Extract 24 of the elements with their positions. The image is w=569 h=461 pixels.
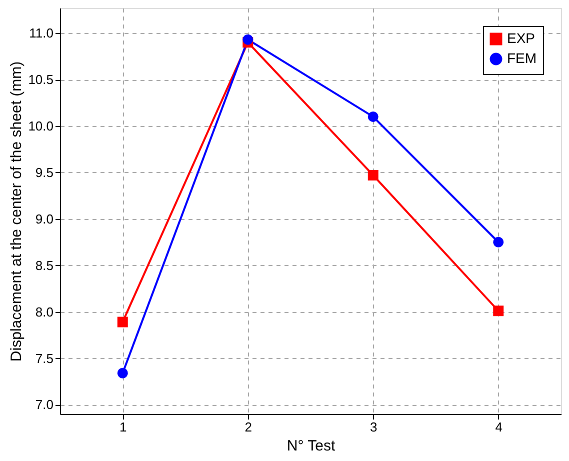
y-tick-label: 11.0 (29, 26, 54, 41)
x-axis-title: N° Test (286, 438, 336, 454)
y-tick-label: 8.0 (35, 304, 54, 320)
legend-label: EXP (507, 30, 536, 46)
y-tick-label: 7.5 (35, 350, 54, 366)
x-tick-label: 2 (244, 420, 252, 434)
y-tick-label: 9.5 (35, 164, 54, 180)
point (493, 236, 504, 248)
x-tick-label: 1 (120, 420, 127, 434)
point (368, 111, 378, 122)
y-tick-label: 9.0 (35, 211, 54, 226)
y-tick-label: 8.5 (35, 258, 54, 273)
legend-label: FEM (507, 50, 537, 66)
x-tick-label: 4 (495, 420, 502, 434)
point (117, 316, 128, 328)
point (117, 368, 128, 378)
y-axis-title: Displacement at the center of the sheet (mm) (8, 61, 26, 362)
y-tick-label: 10.5 (28, 72, 54, 88)
y-tick-label: 10.0 (28, 118, 54, 134)
y-tick-label: 7.0 (35, 397, 54, 412)
point (368, 170, 378, 180)
x-tick-label: 3 (370, 420, 378, 434)
point (493, 306, 504, 316)
point (242, 34, 254, 45)
